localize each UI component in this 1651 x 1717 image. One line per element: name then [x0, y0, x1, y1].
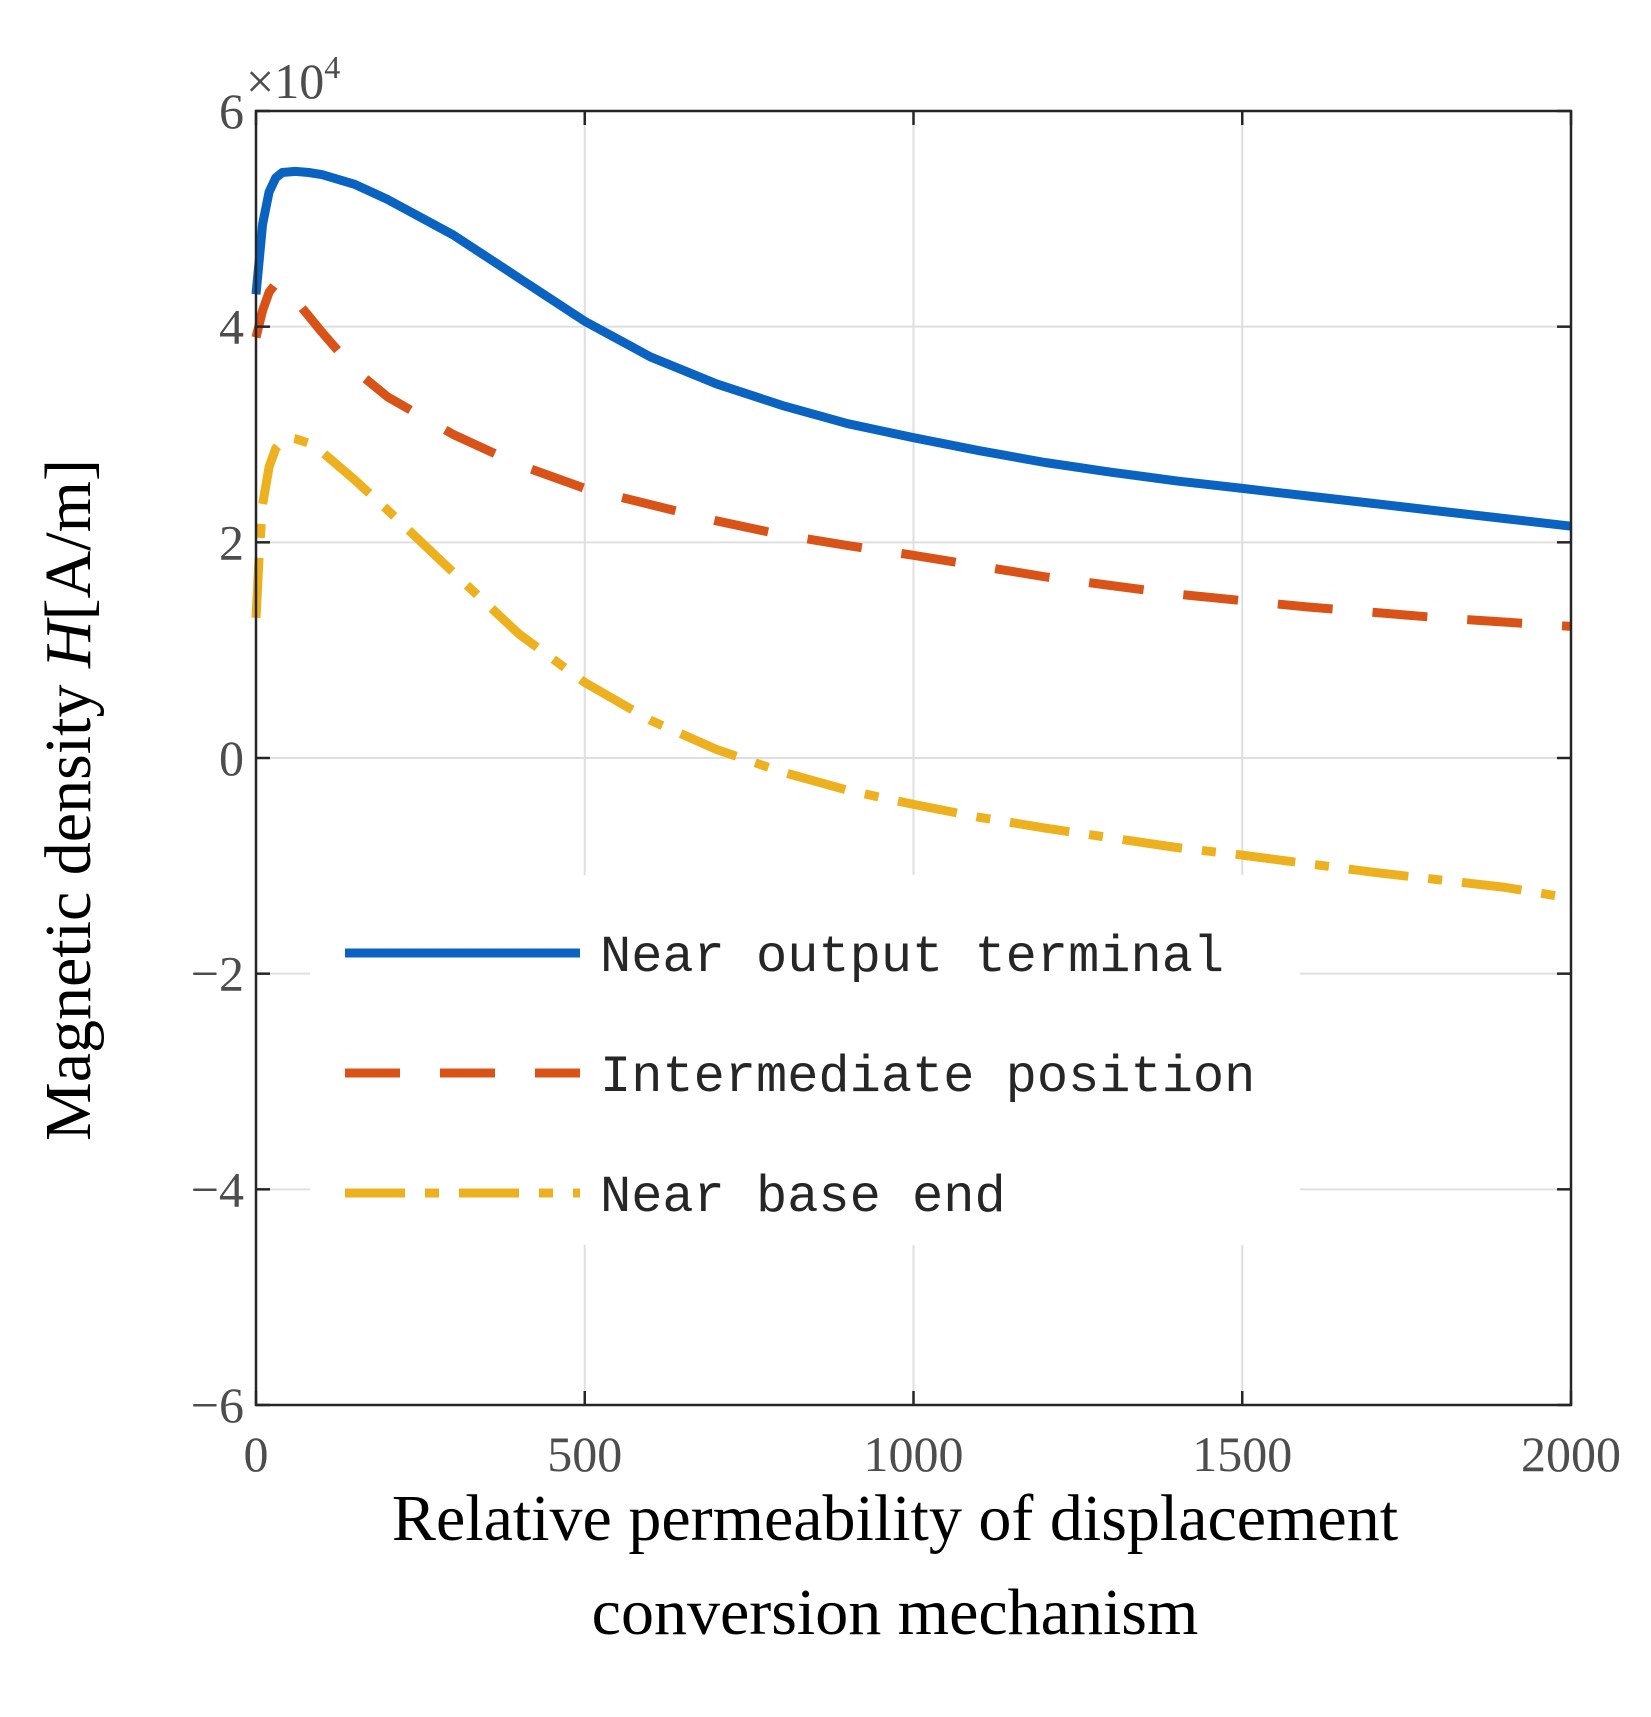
- axes: 0 500 1000 1500 2000 −6 −4 −2 0 2 4 6: [191, 83, 1621, 1482]
- x-tick-label: 2000: [1521, 1426, 1621, 1482]
- legend: Near output terminal Intermediate positio…: [310, 875, 1300, 1245]
- series-line-near-base-end: [251, 433, 1572, 903]
- y-tick-label: 6: [219, 83, 244, 139]
- series-lines: [251, 166, 1572, 903]
- legend-label: Near output terminal: [600, 928, 1224, 987]
- y-axis-title: Magnetic density H[A/m]: [32, 459, 105, 1141]
- legend-box: [310, 875, 1300, 1245]
- y-axis-multiplier: ×104: [246, 49, 340, 109]
- y-tick-label: −4: [191, 1161, 244, 1217]
- x-axis-title-line2: conversion mechanism: [592, 1576, 1199, 1649]
- x-tick-label: 0: [244, 1426, 269, 1482]
- y-tick-label: 0: [219, 730, 244, 786]
- y-tick-label: 2: [219, 514, 244, 570]
- y-tick-label: −2: [191, 946, 244, 1002]
- y-tick-label: −6: [191, 1377, 244, 1433]
- x-tick-label: 1500: [1192, 1426, 1292, 1482]
- x-axis-title-line1: Relative permeability of displacement: [392, 1482, 1398, 1555]
- y-tick-label: 4: [219, 299, 244, 355]
- x-tick-label: 1000: [864, 1426, 964, 1482]
- legend-label: Near base end: [600, 1168, 1006, 1227]
- x-tick-label: 500: [547, 1426, 622, 1482]
- legend-label: Intermediate position: [600, 1048, 1255, 1107]
- series-line-near-output-terminal: [251, 166, 1572, 531]
